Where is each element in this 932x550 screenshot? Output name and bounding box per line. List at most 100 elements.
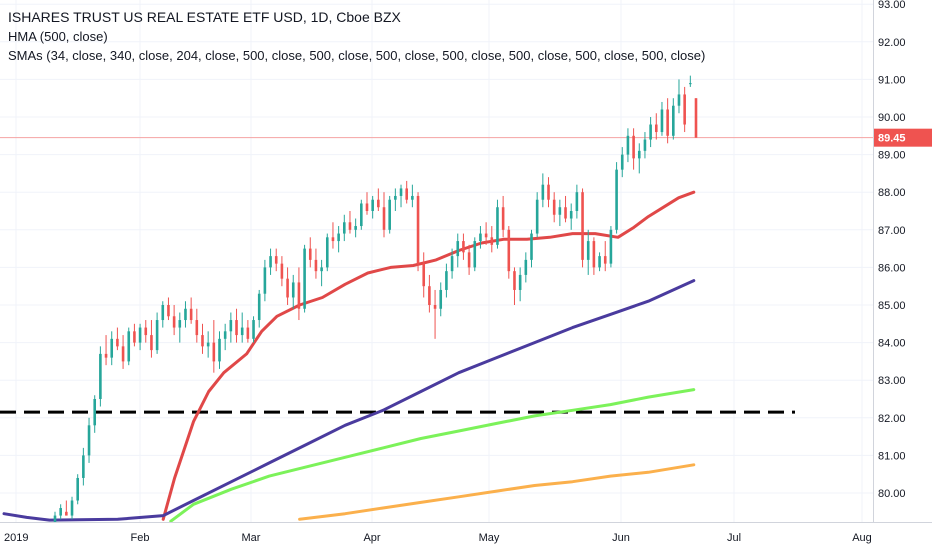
- candle-body: [649, 124, 652, 140]
- candle: [354, 218, 357, 238]
- candle: [331, 222, 335, 249]
- candle-body: [325, 237, 329, 268]
- candle-body: [382, 207, 386, 230]
- candle: [206, 331, 210, 358]
- candle-body: [643, 139, 647, 151]
- candle: [212, 320, 216, 373]
- candle: [218, 331, 221, 369]
- candle-body: [240, 327, 244, 336]
- candle-body: [405, 188, 408, 200]
- candle-body: [626, 135, 630, 155]
- candle: [201, 323, 204, 354]
- candle: [280, 256, 284, 287]
- candle-body: [257, 293, 261, 321]
- candle-body: [552, 199, 556, 215]
- candle-body: [467, 252, 471, 268]
- candle: [53, 511, 57, 522]
- candle: [320, 259, 323, 287]
- candle: [513, 267, 516, 305]
- candle-body: [388, 199, 391, 230]
- last-price-badge: [874, 128, 932, 147]
- candle-body: [235, 320, 238, 336]
- candle-body: [399, 188, 403, 196]
- candle: [59, 504, 62, 520]
- candle-body: [218, 338, 221, 362]
- candle: [70, 496, 74, 520]
- candle: [620, 147, 624, 178]
- candle-body: [490, 237, 494, 245]
- candle: [76, 474, 79, 505]
- candle: [637, 143, 641, 174]
- y-tick-label: 85.00: [878, 300, 906, 312]
- candle: [337, 226, 340, 253]
- candle-body: [473, 241, 477, 268]
- candle: [524, 252, 528, 283]
- candle-body: [144, 327, 148, 336]
- candle-body: [530, 233, 533, 260]
- candle: [399, 184, 403, 208]
- candle-body: [320, 267, 323, 272]
- candle: [405, 180, 408, 204]
- candle-body: [660, 109, 664, 133]
- candle-body: [439, 289, 443, 309]
- candle-body: [365, 203, 369, 211]
- candle-body: [303, 248, 306, 309]
- candle-body: [666, 109, 669, 136]
- candle: [110, 331, 114, 366]
- candle: [501, 195, 505, 238]
- candle: [547, 177, 550, 208]
- candle: [518, 267, 522, 302]
- candle: [274, 248, 278, 272]
- candle: [65, 500, 68, 516]
- candle: [343, 214, 346, 242]
- indicator-line-1: [161, 190, 696, 521]
- candle: [325, 233, 329, 272]
- candle-body: [501, 207, 505, 230]
- candle: [388, 195, 391, 234]
- candle-body: [507, 229, 511, 272]
- candle-body: [411, 195, 414, 200]
- candle-body: [433, 305, 437, 309]
- last-price-label: 89.45: [878, 133, 906, 145]
- candle: [348, 211, 352, 234]
- candle-body: [212, 342, 216, 362]
- candle: [479, 226, 482, 249]
- candle: [121, 335, 125, 369]
- candle-body: [138, 327, 142, 343]
- candle-body: [598, 256, 601, 268]
- candle-body: [280, 263, 284, 279]
- candle-body: [683, 94, 686, 125]
- candle: [552, 192, 556, 223]
- candle: [660, 101, 664, 136]
- candle: [564, 195, 567, 223]
- candle: [371, 195, 374, 219]
- candle: [189, 297, 193, 324]
- x-tick-label: Apr: [363, 532, 380, 544]
- indicator-line-2: [2, 279, 696, 522]
- candle: [411, 184, 414, 208]
- candle-body: [677, 94, 681, 106]
- y-tick-label: 81.00: [878, 450, 906, 462]
- x-tick-label: 2019: [4, 532, 28, 544]
- candle: [689, 75, 692, 87]
- candle-body: [229, 320, 233, 332]
- candle: [133, 323, 136, 347]
- candle-body: [104, 353, 108, 358]
- candle-body: [82, 455, 85, 478]
- x-tick-label: Feb: [131, 532, 150, 544]
- y-tick-label: 90.00: [878, 112, 906, 124]
- candle-body: [286, 278, 289, 298]
- candle: [155, 312, 159, 354]
- candle: [598, 252, 601, 272]
- candle: [382, 192, 386, 238]
- candle-body: [524, 259, 528, 275]
- candle: [360, 199, 363, 230]
- candle: [450, 248, 454, 279]
- y-tick-label: 91.00: [878, 74, 906, 86]
- candle: [223, 323, 227, 351]
- candle-body: [456, 241, 460, 257]
- candle-body: [558, 207, 562, 215]
- candle: [252, 316, 255, 343]
